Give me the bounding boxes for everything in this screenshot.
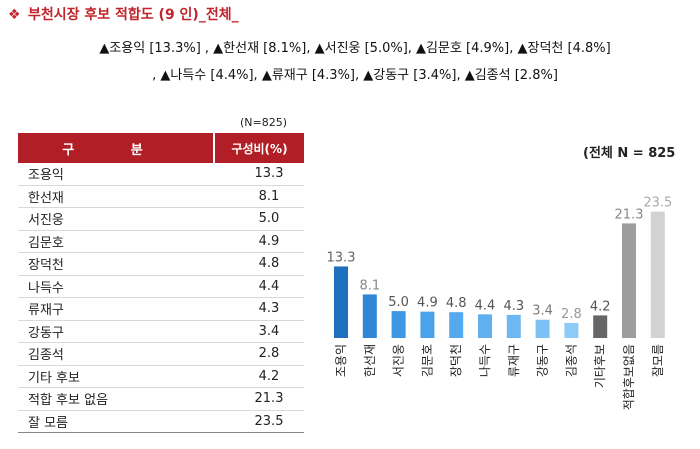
row-value: 4.4 bbox=[214, 275, 304, 298]
value-label: 2.8 bbox=[561, 307, 582, 322]
category-label: 강동구 bbox=[536, 344, 550, 377]
value-label: 4.4 bbox=[475, 298, 496, 313]
row-value: 4.3 bbox=[214, 297, 304, 321]
table-row: 강동구 3.4 bbox=[18, 320, 304, 343]
bar-강동구 bbox=[535, 319, 550, 338]
table-row: 나득수 4.4 bbox=[18, 275, 304, 298]
table-row: 적합 후보 없음 21.3 bbox=[18, 387, 304, 411]
table-row: 한선재 8.1 bbox=[18, 185, 304, 208]
page-title: ❖ 부천시장 후보 적합도 (9 인)_전체_ bbox=[8, 4, 239, 24]
value-label: 4.9 bbox=[417, 296, 438, 311]
row-label: 잘 모름 bbox=[18, 410, 214, 433]
bar-잘모름 bbox=[650, 211, 665, 338]
row-value: 21.3 bbox=[214, 387, 304, 411]
row-label: 서진웅 bbox=[18, 207, 214, 231]
diamond-bullet-icon: ❖ bbox=[8, 7, 21, 23]
row-label: 김문호 bbox=[18, 230, 214, 253]
row-value: 4.9 bbox=[214, 230, 304, 253]
table-row: 장덕천 4.8 bbox=[18, 252, 304, 276]
table-row: 잘 모름 23.5 bbox=[18, 410, 304, 433]
table-row: 김문호 4.9 bbox=[18, 230, 304, 253]
page-title-text: 부천시장 후보 적합도 (9 인)_전체_ bbox=[28, 7, 239, 23]
value-label: 3.4 bbox=[532, 304, 553, 319]
summary-line-1: ▲조용익 [13.3%] , ▲한선재 [8.1%], ▲서진웅 [5.0%],… bbox=[99, 41, 611, 56]
row-label: 김종석 bbox=[18, 342, 214, 366]
value-label: 4.3 bbox=[503, 299, 524, 314]
table-sample-size: (N=825) bbox=[240, 116, 288, 129]
category-label: 장덕천 bbox=[448, 344, 463, 377]
bar-적합후보없음 bbox=[622, 223, 636, 338]
value-label: 8.1 bbox=[359, 278, 380, 293]
row-label: 장덕천 bbox=[18, 252, 214, 276]
header-value: 구성비(%) bbox=[213, 133, 304, 163]
bar-나득수 bbox=[478, 314, 492, 338]
row-value: 3.4 bbox=[214, 320, 304, 343]
value-label: 5.0 bbox=[388, 295, 409, 310]
bar-조용익 bbox=[334, 266, 348, 338]
summary-line-2: , ▲나득수 [4.4%], ▲류재구 [4.3%], ▲강동구 [3.4%],… bbox=[152, 68, 558, 83]
bar-김문호 bbox=[420, 311, 435, 338]
row-value: 8.1 bbox=[214, 185, 304, 208]
table-row: 김종석 2.8 bbox=[18, 342, 304, 366]
category-label: 조용익 bbox=[334, 344, 348, 377]
category-label: 한선재 bbox=[363, 344, 377, 377]
bar-chart: 13.3 조용익 8.1 한선재 5.0 서진웅 4.9 김문호 4.8 장덕천 4.4 나득수 4.3… bbox=[327, 196, 673, 411]
row-label: 조용익 bbox=[18, 163, 214, 186]
row-value: 2.8 bbox=[214, 342, 304, 366]
table-row: 류재구 4.3 bbox=[18, 297, 304, 321]
bar-김종석 bbox=[564, 322, 579, 338]
bar-장덕천 bbox=[449, 312, 464, 338]
result-table: 구 분 구성비(%) 조용익 13.3 한선재 8.1 서진웅 5.0 김문호 4.9 장덕천 4… bbox=[18, 133, 304, 433]
value-label: 23.5 bbox=[643, 196, 672, 211]
table-row: 조용익 13.3 bbox=[18, 163, 304, 186]
value-label: 13.3 bbox=[327, 250, 356, 265]
bar-서진웅 bbox=[391, 311, 406, 338]
category-label: 적합후보없음 bbox=[622, 344, 636, 410]
table-header-row: 구 분 구성비(%) bbox=[18, 133, 304, 163]
category-label: 기타후보 bbox=[593, 344, 607, 388]
bar-한선재 bbox=[362, 294, 377, 338]
row-value: 13.3 bbox=[214, 163, 304, 186]
category-label: 류재구 bbox=[507, 344, 521, 377]
bar-기타후보 bbox=[593, 315, 608, 338]
row-label: 류재구 bbox=[18, 297, 214, 321]
category-label: 김종석 bbox=[564, 344, 578, 377]
value-label: 4.2 bbox=[590, 299, 611, 314]
bar-류재구 bbox=[506, 314, 521, 338]
value-label: 4.8 bbox=[446, 296, 467, 311]
table-row: 서진웅 5.0 bbox=[18, 207, 304, 231]
category-label: 나득수 bbox=[478, 344, 492, 377]
row-value: 4.2 bbox=[214, 365, 304, 388]
table-row: 기타 후보 4.2 bbox=[18, 365, 304, 388]
value-label: 21.3 bbox=[615, 207, 644, 222]
row-value: 5.0 bbox=[214, 207, 304, 231]
row-label: 적합 후보 없음 bbox=[18, 387, 214, 411]
row-label: 나득수 bbox=[18, 275, 214, 298]
category-label: 서진웅 bbox=[392, 344, 406, 377]
row-label: 기타 후보 bbox=[18, 365, 214, 388]
category-label: 잘모름 bbox=[651, 344, 665, 377]
row-value: 23.5 bbox=[214, 410, 304, 433]
row-value: 4.8 bbox=[214, 252, 304, 276]
chart-title: (전체 N = 825 bbox=[583, 146, 676, 161]
header-category: 구 분 bbox=[18, 133, 214, 163]
row-label: 한선재 bbox=[18, 185, 214, 208]
row-label: 강동구 bbox=[18, 320, 214, 343]
category-label: 김문호 bbox=[420, 344, 434, 377]
